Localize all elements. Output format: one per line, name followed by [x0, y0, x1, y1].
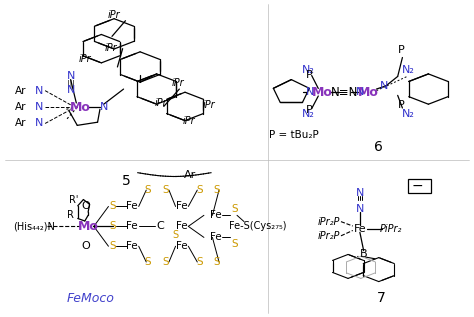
Text: S: S [231, 239, 238, 249]
Text: Ar: Ar [15, 119, 26, 128]
Text: iPr: iPr [108, 10, 120, 20]
Text: S: S [145, 257, 152, 267]
Text: Mo: Mo [78, 220, 99, 233]
Text: Mo: Mo [311, 86, 332, 99]
Text: N: N [356, 188, 364, 198]
Text: iPr: iPr [155, 98, 168, 108]
Text: −: − [412, 179, 423, 193]
Text: S: S [109, 221, 116, 231]
Text: Fe: Fe [126, 202, 138, 211]
Text: P: P [305, 105, 312, 114]
Text: Fe: Fe [176, 202, 188, 211]
Text: N: N [66, 71, 75, 81]
Text: S: S [214, 185, 220, 195]
Text: FeMoco: FeMoco [66, 292, 114, 305]
Text: C: C [156, 221, 164, 231]
Text: Mo: Mo [358, 86, 379, 99]
Text: P = tBu₂P: P = tBu₂P [269, 131, 319, 140]
Text: S: S [214, 257, 220, 267]
Text: S: S [196, 185, 202, 195]
Text: S: S [231, 204, 238, 214]
Text: Ar: Ar [183, 170, 196, 180]
Text: iPr: iPr [172, 78, 184, 88]
Text: O: O [82, 202, 90, 211]
Text: P: P [305, 70, 312, 80]
Text: Ar: Ar [15, 86, 26, 96]
Text: Fe: Fe [176, 241, 188, 251]
Text: iPr: iPr [202, 100, 215, 111]
Text: iPr: iPr [79, 54, 91, 64]
Text: Fe: Fe [126, 241, 138, 251]
Text: N≡N: N≡N [331, 86, 358, 99]
Text: Mo: Mo [70, 100, 91, 113]
Text: O: O [82, 241, 90, 251]
Text: N: N [66, 85, 75, 95]
Text: S: S [109, 241, 116, 251]
Text: N: N [306, 87, 314, 97]
Text: N₂: N₂ [301, 109, 314, 119]
Text: S: S [196, 257, 202, 267]
Text: (His₄₄₂)N: (His₄₄₂)N [13, 221, 55, 231]
Text: Fe: Fe [210, 232, 221, 243]
Text: S: S [145, 185, 152, 195]
Text: N: N [380, 81, 389, 91]
Text: N: N [356, 87, 364, 97]
Text: PiPr₂: PiPr₂ [379, 223, 402, 234]
Text: N: N [100, 102, 108, 112]
Text: Fe-S(Cys₂₇₅): Fe-S(Cys₂₇₅) [228, 221, 286, 231]
Text: S: S [173, 230, 179, 240]
Text: Fe: Fe [176, 221, 188, 231]
Text: 7: 7 [377, 291, 385, 305]
Text: 6: 6 [374, 140, 383, 154]
Text: R': R' [69, 195, 79, 204]
Text: S: S [163, 257, 169, 267]
Text: N: N [356, 204, 364, 214]
Text: N₂: N₂ [301, 65, 314, 75]
Text: iPr₂P: iPr₂P [318, 231, 340, 241]
Text: N: N [35, 119, 44, 128]
Text: P: P [398, 45, 405, 55]
Text: iPr: iPr [182, 116, 195, 126]
Text: N: N [35, 86, 44, 96]
Text: iPr₂P: iPr₂P [318, 217, 340, 227]
Text: iPr: iPr [104, 43, 117, 53]
Text: Fe: Fe [126, 221, 138, 231]
Text: N₂: N₂ [401, 109, 415, 119]
Text: N: N [35, 102, 44, 112]
Text: P: P [398, 100, 405, 110]
Text: Fe: Fe [210, 210, 221, 220]
Text: S: S [163, 185, 169, 195]
Text: Fe: Fe [354, 223, 366, 234]
Text: B: B [360, 249, 367, 259]
Text: N₂: N₂ [401, 65, 415, 75]
Text: S: S [109, 202, 116, 211]
Text: 5: 5 [121, 174, 130, 188]
Text: |||: ||| [67, 80, 74, 89]
Text: R: R [67, 210, 74, 220]
Text: Ar: Ar [15, 102, 26, 112]
